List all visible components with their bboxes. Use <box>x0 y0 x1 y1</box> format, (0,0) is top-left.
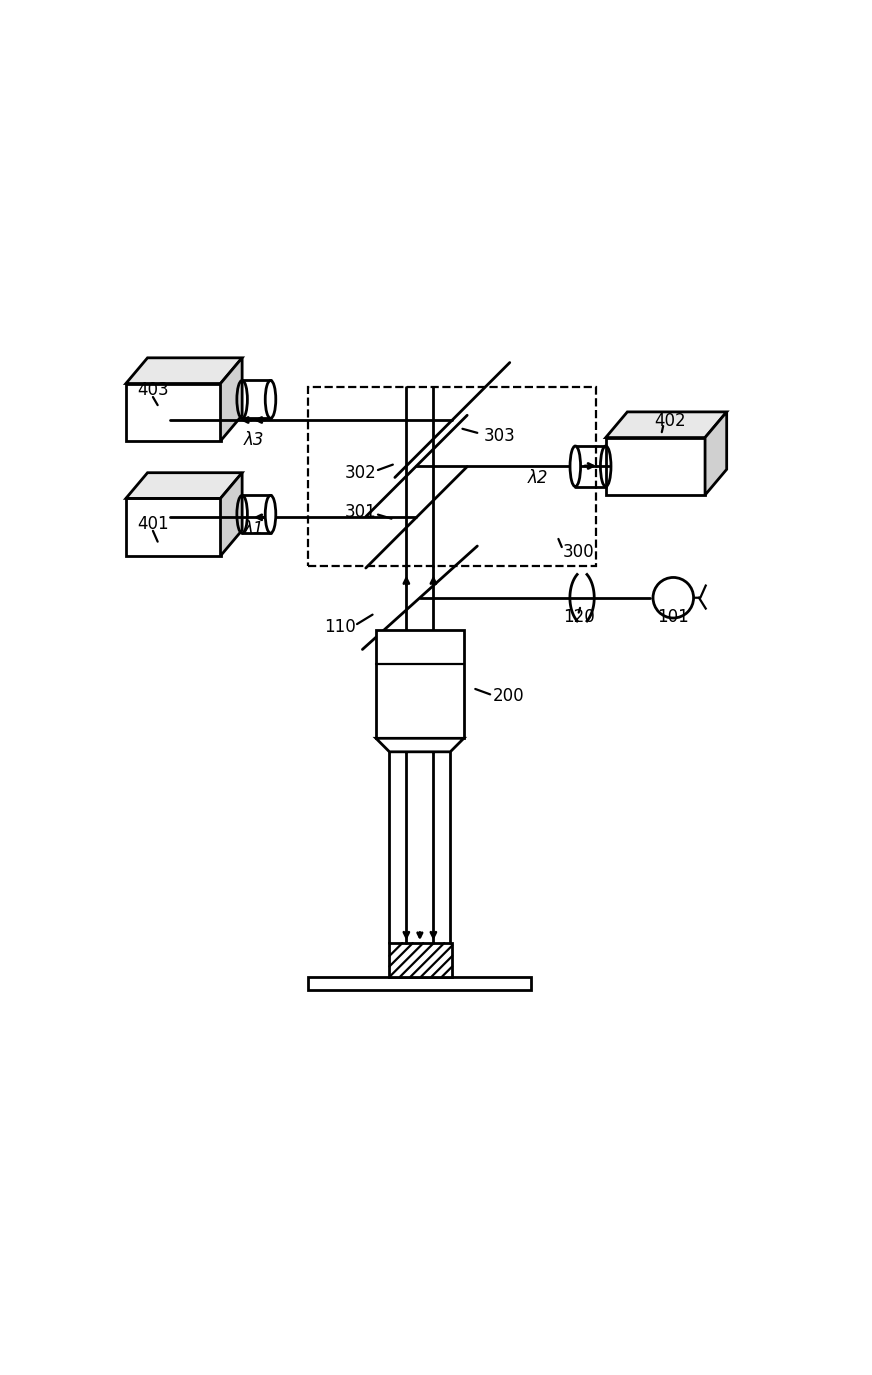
Text: 302: 302 <box>344 463 376 481</box>
Text: 101: 101 <box>657 608 689 626</box>
Text: 301: 301 <box>344 503 376 521</box>
Polygon shape <box>221 358 242 441</box>
Polygon shape <box>126 473 242 498</box>
Text: 300: 300 <box>563 543 595 561</box>
Circle shape <box>653 578 693 617</box>
Polygon shape <box>126 384 221 441</box>
Text: 120: 120 <box>562 608 595 626</box>
Text: λ3: λ3 <box>244 432 264 450</box>
Ellipse shape <box>265 495 276 534</box>
Text: 110: 110 <box>324 617 356 635</box>
Text: λ2: λ2 <box>528 469 548 487</box>
Polygon shape <box>606 437 705 495</box>
Polygon shape <box>376 630 464 738</box>
Polygon shape <box>606 412 726 437</box>
Text: 200: 200 <box>493 686 524 705</box>
Text: 401: 401 <box>137 516 169 534</box>
Text: λ1: λ1 <box>244 521 264 539</box>
Polygon shape <box>126 358 242 384</box>
Polygon shape <box>126 498 221 556</box>
Text: 303: 303 <box>484 428 516 446</box>
Polygon shape <box>221 473 242 556</box>
Ellipse shape <box>265 381 276 418</box>
Polygon shape <box>309 976 531 990</box>
Polygon shape <box>705 412 726 495</box>
Text: 403: 403 <box>137 381 169 399</box>
Text: 402: 402 <box>654 411 685 429</box>
Polygon shape <box>376 738 464 752</box>
Polygon shape <box>390 943 453 976</box>
Ellipse shape <box>570 446 581 487</box>
